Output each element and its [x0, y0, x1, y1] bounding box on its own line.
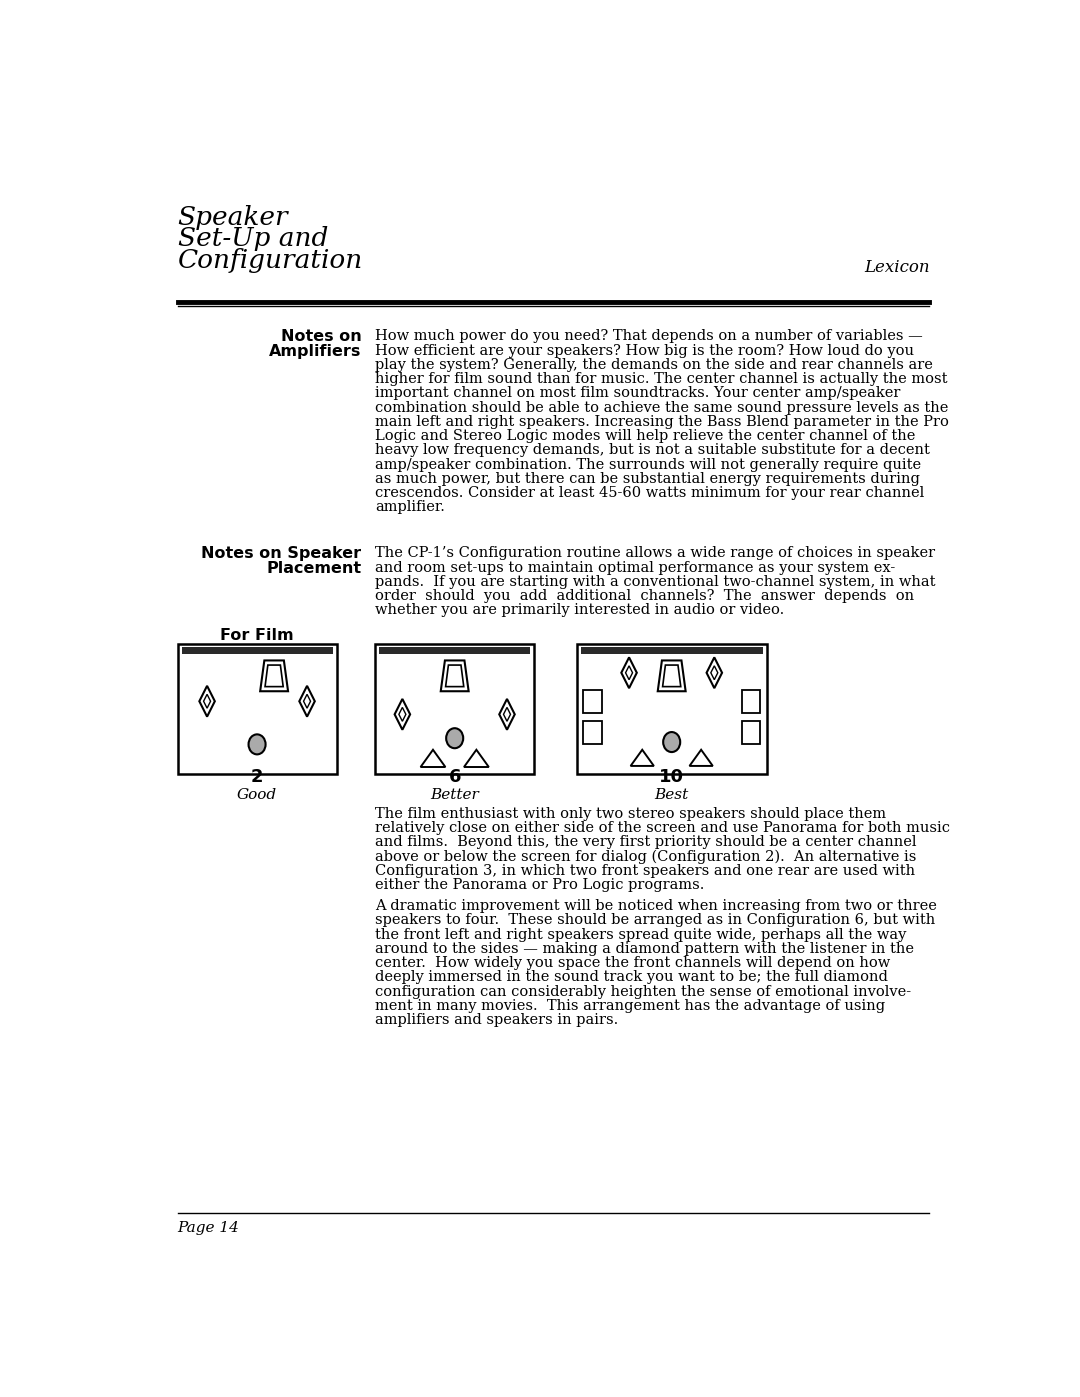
Ellipse shape — [663, 732, 680, 752]
Text: Placement: Placement — [266, 560, 362, 576]
Text: around to the sides — making a diamond pattern with the listener in the: around to the sides — making a diamond p… — [375, 942, 915, 956]
Text: Notes on Speaker: Notes on Speaker — [201, 546, 362, 562]
Text: Speaker: Speaker — [177, 204, 288, 229]
Polygon shape — [689, 750, 713, 766]
Polygon shape — [663, 665, 680, 686]
Text: whether you are primarily interested in audio or video.: whether you are primarily interested in … — [375, 604, 784, 617]
Text: amp/speaker combination. The surrounds will not generally require quite: amp/speaker combination. The surrounds w… — [375, 458, 921, 472]
Polygon shape — [631, 750, 653, 766]
Text: For Film: For Film — [220, 629, 294, 643]
Text: crescendos. Consider at least 45-60 watts minimum for your rear channel: crescendos. Consider at least 45-60 watt… — [375, 486, 924, 500]
Text: the front left and right speakers spread quite wide, perhaps all the way: the front left and right speakers spread… — [375, 928, 906, 942]
Text: Page 14: Page 14 — [177, 1221, 240, 1235]
Text: either the Panorama or Pro Logic programs.: either the Panorama or Pro Logic program… — [375, 877, 704, 891]
Text: and room set-ups to maintain optimal performance as your system ex-: and room set-ups to maintain optimal per… — [375, 560, 895, 574]
Bar — [177, 644, 337, 774]
Bar — [583, 690, 602, 712]
Text: speakers to four.  These should be arranged as in Configuration 6, but with: speakers to four. These should be arrang… — [375, 914, 935, 928]
Text: Configuration: Configuration — [177, 247, 363, 272]
Text: pands.  If you are starting with a conventional two-channel system, in what: pands. If you are starting with a conven… — [375, 576, 935, 590]
Text: Good: Good — [237, 788, 278, 802]
Text: Best: Best — [654, 788, 689, 802]
Text: amplifier.: amplifier. — [375, 500, 445, 514]
Polygon shape — [441, 661, 469, 692]
Text: The film enthusiast with only two stereo speakers should place them: The film enthusiast with only two stereo… — [375, 806, 887, 821]
Text: play the system? Generally, the demands on the side and rear channels are: play the system? Generally, the demands … — [375, 358, 933, 372]
Text: important channel on most film soundtracks. Your center amp/speaker: important channel on most film soundtrac… — [375, 387, 901, 401]
Bar — [583, 721, 602, 743]
Text: How efficient are your speakers? How big is the room? How loud do you: How efficient are your speakers? How big… — [375, 344, 915, 358]
Text: combination should be able to achieve the same sound pressure levels as the: combination should be able to achieve th… — [375, 401, 948, 415]
Polygon shape — [200, 686, 215, 717]
Text: The CP-1’s Configuration routine allows a wide range of choices in speaker: The CP-1’s Configuration routine allows … — [375, 546, 935, 560]
Polygon shape — [420, 750, 445, 767]
Text: main left and right speakers. Increasing the Bass Blend parameter in the Pro: main left and right speakers. Increasing… — [375, 415, 949, 429]
Ellipse shape — [248, 735, 266, 754]
Polygon shape — [464, 750, 489, 767]
Polygon shape — [503, 707, 511, 721]
Bar — [742, 690, 760, 712]
Polygon shape — [711, 666, 718, 680]
Polygon shape — [394, 698, 410, 729]
Text: ment in many movies.  This arrangement has the advantage of using: ment in many movies. This arrangement ha… — [375, 999, 886, 1013]
Bar — [581, 647, 762, 654]
Bar — [181, 647, 333, 654]
Text: as much power, but there can be substantial energy requirements during: as much power, but there can be substant… — [375, 472, 920, 486]
Polygon shape — [303, 694, 311, 708]
Polygon shape — [446, 665, 463, 686]
Polygon shape — [299, 686, 314, 717]
Text: How much power do you need? That depends on a number of variables —: How much power do you need? That depends… — [375, 330, 923, 344]
Text: 6: 6 — [448, 768, 461, 787]
Text: above or below the screen for dialog (Configuration 2).  An alternative is: above or below the screen for dialog (Co… — [375, 849, 917, 863]
Text: amplifiers and speakers in pairs.: amplifiers and speakers in pairs. — [375, 1013, 619, 1027]
Polygon shape — [499, 698, 515, 729]
Text: 2: 2 — [251, 768, 264, 787]
Polygon shape — [621, 658, 637, 689]
Text: higher for film sound than for music. The center channel is actually the most: higher for film sound than for music. Th… — [375, 372, 948, 386]
Polygon shape — [260, 661, 288, 692]
Text: Configuration 3, in which two front speakers and one rear are used with: Configuration 3, in which two front spea… — [375, 863, 916, 877]
Text: Notes on: Notes on — [281, 330, 362, 344]
Polygon shape — [706, 658, 723, 689]
Text: Lexicon: Lexicon — [864, 258, 930, 275]
Bar — [375, 644, 535, 774]
Text: and films.  Beyond this, the very first priority should be a center channel: and films. Beyond this, the very first p… — [375, 835, 917, 849]
Text: Better: Better — [430, 788, 480, 802]
Polygon shape — [658, 661, 686, 692]
Polygon shape — [265, 665, 283, 686]
Text: A dramatic improvement will be noticed when increasing from two or three: A dramatic improvement will be noticed w… — [375, 900, 937, 914]
Text: center.  How widely you space the front channels will depend on how: center. How widely you space the front c… — [375, 956, 891, 970]
Text: Logic and Stereo Logic modes will help relieve the center channel of the: Logic and Stereo Logic modes will help r… — [375, 429, 916, 443]
Text: order  should  you  add  additional  channels?  The  answer  depends  on: order should you add additional channels… — [375, 590, 915, 604]
Text: configuration can considerably heighten the sense of emotional involve-: configuration can considerably heighten … — [375, 985, 912, 999]
Text: relatively close on either side of the screen and use Panorama for both music: relatively close on either side of the s… — [375, 821, 950, 835]
Polygon shape — [204, 694, 211, 708]
Text: deeply immersed in the sound track you want to be; the full diamond: deeply immersed in the sound track you w… — [375, 971, 888, 985]
Bar — [742, 721, 760, 743]
Polygon shape — [399, 707, 406, 721]
Text: heavy low frequency demands, but is not a suitable substitute for a decent: heavy low frequency demands, but is not … — [375, 443, 930, 457]
Bar — [379, 647, 530, 654]
Text: Amplifiers: Amplifiers — [269, 344, 362, 359]
Polygon shape — [625, 666, 633, 680]
Ellipse shape — [446, 728, 463, 749]
Text: Set-Up and: Set-Up and — [177, 226, 328, 251]
Bar — [577, 644, 767, 774]
Text: 10: 10 — [659, 768, 685, 787]
